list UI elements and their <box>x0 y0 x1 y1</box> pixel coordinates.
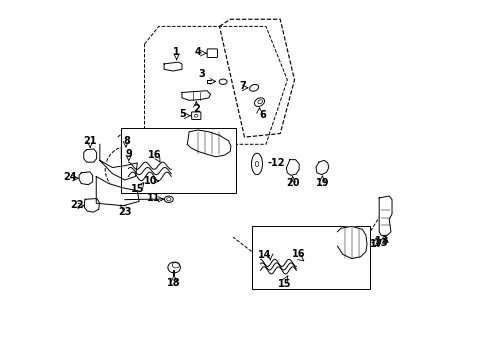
FancyBboxPatch shape <box>121 128 235 193</box>
Text: 20: 20 <box>285 178 299 188</box>
Text: 16: 16 <box>147 150 161 160</box>
Polygon shape <box>83 149 97 162</box>
Text: -12: -12 <box>267 158 285 168</box>
Polygon shape <box>160 179 176 184</box>
Text: 17: 17 <box>369 239 383 249</box>
FancyBboxPatch shape <box>251 226 369 289</box>
Text: 1: 1 <box>173 48 180 58</box>
Polygon shape <box>315 160 328 175</box>
Text: 22: 22 <box>70 200 83 210</box>
Text: 23: 23 <box>118 207 132 217</box>
Text: 10: 10 <box>143 176 157 186</box>
Text: 19: 19 <box>315 178 328 188</box>
Text: 14: 14 <box>257 250 271 260</box>
Polygon shape <box>96 176 139 206</box>
Polygon shape <box>182 91 210 100</box>
Text: -13: -13 <box>370 237 388 247</box>
Text: 24: 24 <box>63 172 77 182</box>
Text: 16: 16 <box>292 249 305 259</box>
Polygon shape <box>100 144 137 180</box>
Text: 11: 11 <box>147 193 160 203</box>
Text: 18: 18 <box>167 278 181 288</box>
Polygon shape <box>187 130 230 157</box>
Text: 6: 6 <box>259 110 265 120</box>
Text: 15: 15 <box>130 184 144 194</box>
Polygon shape <box>79 172 93 185</box>
Text: 5: 5 <box>179 109 185 119</box>
Text: 15: 15 <box>277 279 291 289</box>
Text: 8: 8 <box>123 136 130 146</box>
Polygon shape <box>124 162 137 170</box>
Polygon shape <box>378 196 391 235</box>
Polygon shape <box>337 226 366 258</box>
Text: -13: -13 <box>369 238 387 248</box>
Polygon shape <box>285 159 299 175</box>
Text: 4: 4 <box>195 47 201 57</box>
Polygon shape <box>251 153 262 175</box>
Text: 9: 9 <box>125 149 132 158</box>
Text: 3: 3 <box>198 68 205 78</box>
Text: 2: 2 <box>192 104 199 114</box>
Text: 21: 21 <box>83 136 97 146</box>
Text: 7: 7 <box>239 81 246 91</box>
Polygon shape <box>84 199 99 212</box>
